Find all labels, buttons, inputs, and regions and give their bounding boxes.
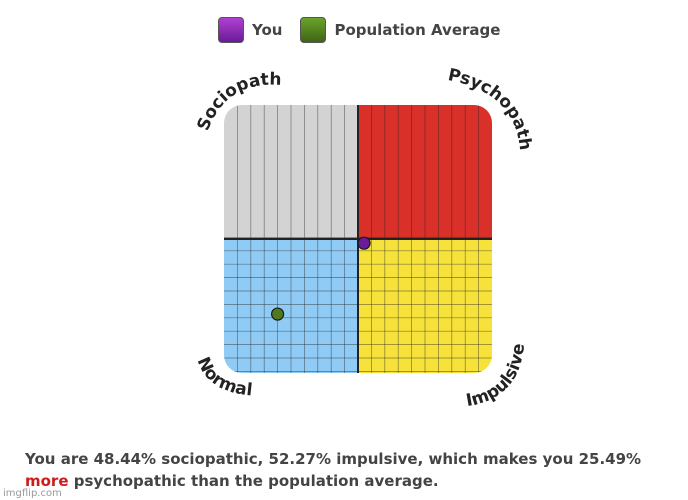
plot-area <box>224 105 492 373</box>
summary-highlight: more <box>25 472 69 490</box>
data-point-population-average <box>271 307 285 321</box>
legend-label-population-average: Population Average <box>334 21 501 39</box>
legend-item-population-average: Population Average <box>300 17 500 43</box>
result-summary: You are 48.44% sociopathic, 52.27% impul… <box>25 448 665 492</box>
legend-swatch-you <box>218 17 244 43</box>
data-points <box>271 236 371 321</box>
summary-text-end: psychopathic than the population average… <box>68 472 439 490</box>
summary-text-start: You are 48.44% sociopathic, 52.27% impul… <box>25 450 642 468</box>
legend: You Population Average <box>218 17 518 43</box>
watermark: imgflip.com <box>3 488 62 499</box>
quadrant-chart: Sociopath Psychopath Normal Impulsive <box>193 65 535 411</box>
data-point-you <box>357 236 371 250</box>
legend-item-you: You <box>218 17 282 43</box>
legend-label-you: You <box>252 21 283 39</box>
legend-swatch-population-average <box>300 17 327 43</box>
